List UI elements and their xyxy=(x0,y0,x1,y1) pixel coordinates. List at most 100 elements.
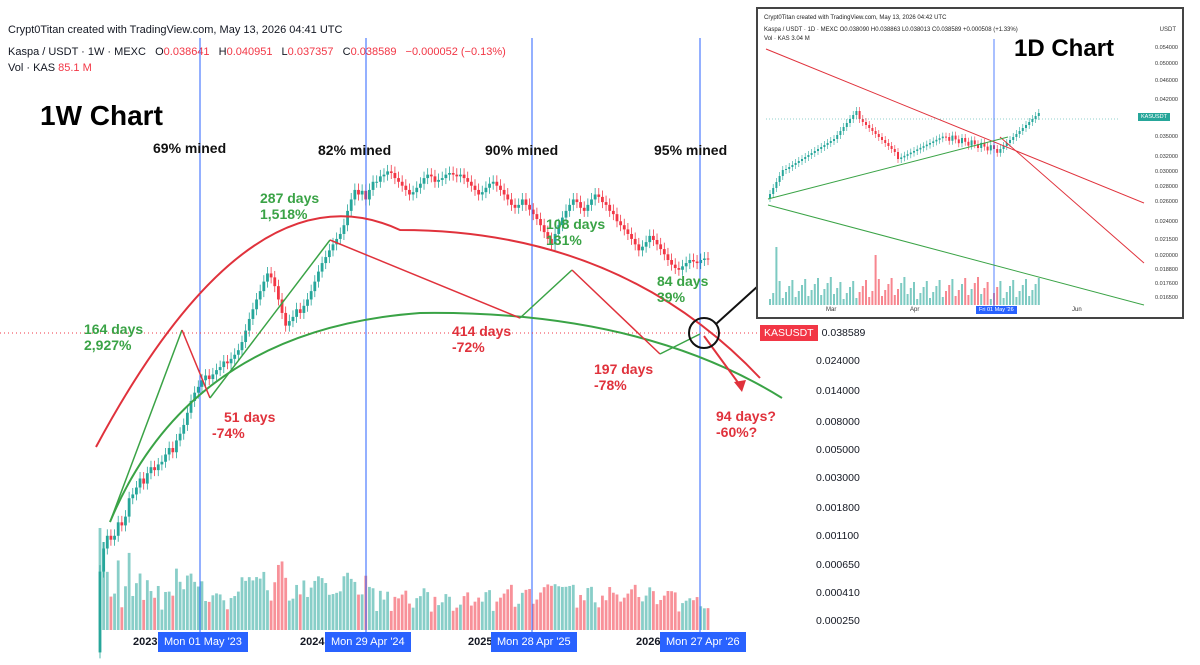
red-leg-6 xyxy=(571,269,661,355)
high-label: H xyxy=(218,46,227,58)
volume-bar xyxy=(138,573,142,630)
volume-bar xyxy=(604,600,608,630)
inset-candle-body xyxy=(897,152,899,159)
leg-pct: -72% xyxy=(452,339,485,355)
inset-candle-body xyxy=(881,137,883,140)
candle-body xyxy=(630,233,633,239)
volume-bar xyxy=(167,591,171,630)
candle-body xyxy=(386,171,390,175)
candle-body xyxy=(258,291,262,300)
inset-red-line-1 xyxy=(765,48,1145,204)
volume-bar xyxy=(156,585,160,630)
volume-bar xyxy=(331,594,335,630)
inset-y-tick: 0.042000 xyxy=(1155,97,1178,103)
volume-bar xyxy=(451,610,455,630)
candle-body xyxy=(542,225,546,233)
leg-days: 51 days xyxy=(224,409,276,425)
inset-volume-bar xyxy=(820,295,823,305)
candle-body xyxy=(102,548,106,572)
red-resistance-arc xyxy=(95,215,761,448)
inset-volume-bar xyxy=(817,278,819,305)
inset-candle-body xyxy=(801,159,803,161)
volume-bar xyxy=(375,611,379,630)
inset-candle-body xyxy=(1009,140,1011,143)
red-leg-4 xyxy=(329,239,521,319)
volume-bar xyxy=(302,580,306,630)
volume-bar xyxy=(306,596,309,630)
symbol-label[interactable]: Kaspa / USDT · 1W · MEXC xyxy=(8,46,146,58)
volume-bar xyxy=(327,594,331,630)
candle-body xyxy=(255,299,258,310)
inset-candle-body xyxy=(874,131,877,134)
volume-label[interactable]: Vol · KAS xyxy=(8,62,56,74)
green-leg-3 xyxy=(209,239,331,399)
candle-body xyxy=(189,400,193,413)
inset-candle-body xyxy=(1028,122,1031,125)
volume-bar xyxy=(633,584,637,630)
volume-bar xyxy=(287,600,291,630)
candle-body xyxy=(662,249,666,255)
candle-body xyxy=(695,261,699,264)
inset-candle-body xyxy=(868,125,871,128)
volume-bar xyxy=(422,588,426,630)
candle-body xyxy=(196,386,200,393)
inset-volume-bar xyxy=(973,283,976,305)
volume-bar xyxy=(247,577,251,630)
inset-volume-bar xyxy=(1009,286,1011,305)
candle-body xyxy=(571,199,575,205)
inset-ohlc-line: Kaspa / USDT · 1D · MEXC O0.038090 H0.03… xyxy=(764,27,1018,33)
candle-body xyxy=(266,273,269,282)
inset-candle-body xyxy=(769,194,771,198)
candle-body xyxy=(306,299,309,306)
volume-bar xyxy=(433,596,437,630)
volume-bar xyxy=(258,578,262,630)
candle-body xyxy=(408,189,411,195)
volume-bar xyxy=(531,603,535,630)
candle-body xyxy=(550,238,553,245)
leg-pct: 1,518% xyxy=(260,206,308,222)
candle-body xyxy=(404,185,408,190)
candle-body xyxy=(520,199,524,205)
candle-body xyxy=(349,199,353,211)
inset-candle-body xyxy=(989,145,992,151)
leg-pct: -60%? xyxy=(716,424,758,440)
x-date-tag: Mon 01 May '23 xyxy=(158,632,248,652)
candle-body xyxy=(579,202,582,208)
y-tick: 0.000250 xyxy=(816,615,860,627)
volume-line: Vol · KAS 85.1 M xyxy=(8,62,98,74)
volume-bar xyxy=(517,603,521,630)
inset-candle-body xyxy=(973,140,976,145)
inset-candle-body xyxy=(1021,128,1024,131)
projection-arrow-head xyxy=(734,380,746,392)
inset-candle-body xyxy=(929,143,931,145)
candle-body xyxy=(506,194,510,200)
price-tag-symbol: KASUSDT xyxy=(764,327,814,339)
volume-bar xyxy=(160,609,164,630)
volume-bar xyxy=(357,594,360,630)
volume-bar xyxy=(189,573,193,630)
inset-volume-line: Vol · KAS 3.04 M xyxy=(764,36,810,42)
leg-days: 414 days xyxy=(452,323,512,339)
volume-bar xyxy=(626,593,630,630)
volume-bar xyxy=(615,594,619,630)
x-year-label: 2025 xyxy=(468,636,493,648)
candle-body xyxy=(233,354,237,359)
candle-body xyxy=(98,571,102,653)
daily-chart-inset[interactable]: Crypt0Titan created with TradingView.com… xyxy=(756,7,1184,319)
inset-volume-bar xyxy=(989,299,992,305)
volume-bar xyxy=(298,594,302,630)
inset-date-tag: Fri 01 May '26 xyxy=(976,306,1017,314)
candle-body xyxy=(560,217,564,226)
weekly-price-chart[interactable] xyxy=(0,0,812,665)
candle-body xyxy=(160,461,164,465)
inset-candle-body xyxy=(1018,131,1021,134)
candle-body xyxy=(491,181,495,184)
candle-body xyxy=(313,281,317,292)
inset-y-tick: 0.032000 xyxy=(1155,154,1178,160)
inset-volume-bar xyxy=(845,293,848,305)
candle-body xyxy=(633,238,637,245)
candle-body xyxy=(692,259,695,262)
projection-arrow xyxy=(703,335,743,389)
candle-body xyxy=(389,171,393,173)
volume-bar xyxy=(284,577,288,630)
